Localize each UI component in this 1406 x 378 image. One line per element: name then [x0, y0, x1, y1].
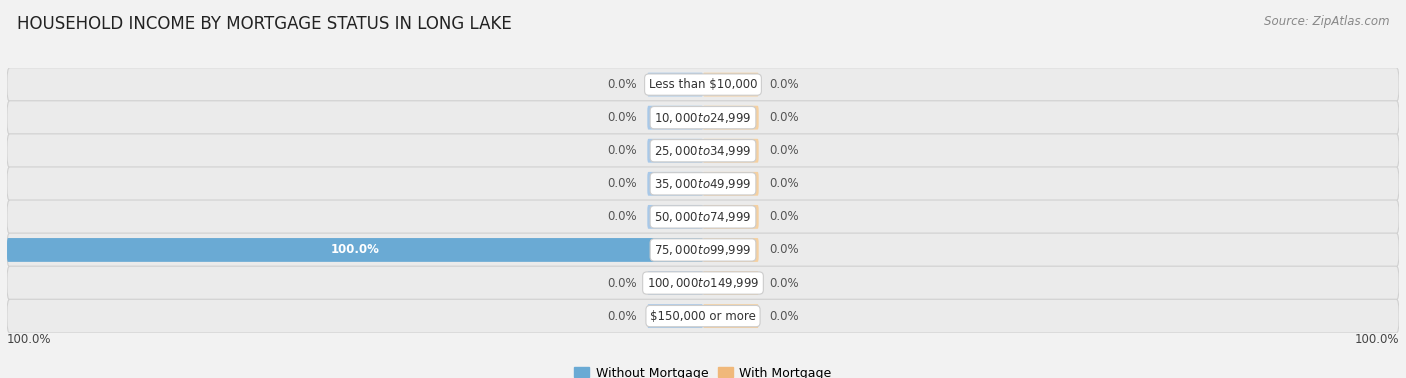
- Text: 0.0%: 0.0%: [607, 211, 637, 223]
- Legend: Without Mortgage, With Mortgage: Without Mortgage, With Mortgage: [569, 362, 837, 378]
- FancyBboxPatch shape: [703, 73, 759, 96]
- Text: 0.0%: 0.0%: [607, 144, 637, 157]
- Text: 0.0%: 0.0%: [607, 310, 637, 322]
- Text: $150,000 or more: $150,000 or more: [650, 310, 756, 322]
- Text: 0.0%: 0.0%: [769, 111, 799, 124]
- Text: Source: ZipAtlas.com: Source: ZipAtlas.com: [1264, 15, 1389, 28]
- Text: 0.0%: 0.0%: [607, 277, 637, 290]
- Text: 100.0%: 100.0%: [330, 243, 380, 256]
- Text: Less than $10,000: Less than $10,000: [648, 78, 758, 91]
- Text: $50,000 to $74,999: $50,000 to $74,999: [654, 210, 752, 224]
- Text: 0.0%: 0.0%: [769, 78, 799, 91]
- FancyBboxPatch shape: [703, 139, 759, 163]
- Text: 100.0%: 100.0%: [7, 333, 52, 346]
- FancyBboxPatch shape: [7, 101, 1399, 135]
- FancyBboxPatch shape: [7, 238, 703, 262]
- Text: 0.0%: 0.0%: [607, 177, 637, 190]
- FancyBboxPatch shape: [7, 266, 1399, 300]
- FancyBboxPatch shape: [703, 238, 759, 262]
- Text: $25,000 to $34,999: $25,000 to $34,999: [654, 144, 752, 158]
- Text: 0.0%: 0.0%: [769, 277, 799, 290]
- Text: 0.0%: 0.0%: [769, 310, 799, 322]
- FancyBboxPatch shape: [647, 139, 703, 163]
- FancyBboxPatch shape: [7, 233, 1399, 267]
- Text: $75,000 to $99,999: $75,000 to $99,999: [654, 243, 752, 257]
- FancyBboxPatch shape: [647, 271, 703, 295]
- FancyBboxPatch shape: [703, 106, 759, 130]
- Text: $10,000 to $24,999: $10,000 to $24,999: [654, 111, 752, 125]
- Text: 100.0%: 100.0%: [1354, 333, 1399, 346]
- Text: 0.0%: 0.0%: [607, 78, 637, 91]
- Text: HOUSEHOLD INCOME BY MORTGAGE STATUS IN LONG LAKE: HOUSEHOLD INCOME BY MORTGAGE STATUS IN L…: [17, 15, 512, 33]
- FancyBboxPatch shape: [647, 73, 703, 96]
- Text: $100,000 to $149,999: $100,000 to $149,999: [647, 276, 759, 290]
- Text: 0.0%: 0.0%: [607, 111, 637, 124]
- FancyBboxPatch shape: [7, 68, 1399, 101]
- FancyBboxPatch shape: [703, 304, 759, 328]
- FancyBboxPatch shape: [7, 200, 1399, 234]
- Text: 0.0%: 0.0%: [769, 177, 799, 190]
- FancyBboxPatch shape: [7, 134, 1399, 167]
- Text: 0.0%: 0.0%: [769, 243, 799, 256]
- Text: $35,000 to $49,999: $35,000 to $49,999: [654, 177, 752, 191]
- FancyBboxPatch shape: [647, 205, 703, 229]
- FancyBboxPatch shape: [703, 271, 759, 295]
- FancyBboxPatch shape: [7, 167, 1399, 201]
- FancyBboxPatch shape: [647, 106, 703, 130]
- FancyBboxPatch shape: [703, 205, 759, 229]
- FancyBboxPatch shape: [647, 304, 703, 328]
- FancyBboxPatch shape: [703, 172, 759, 196]
- Text: 0.0%: 0.0%: [769, 211, 799, 223]
- FancyBboxPatch shape: [7, 299, 1399, 333]
- FancyBboxPatch shape: [647, 172, 703, 196]
- Text: 0.0%: 0.0%: [769, 144, 799, 157]
